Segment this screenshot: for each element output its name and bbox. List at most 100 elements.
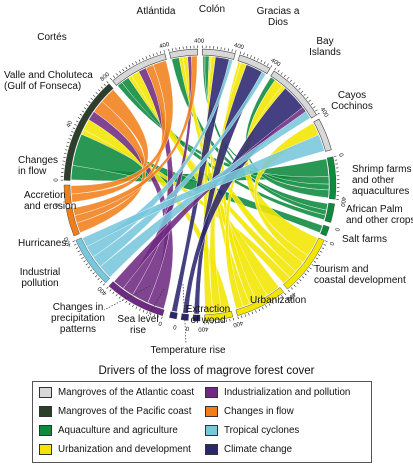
region-label-atlantida: Atlántida	[137, 6, 176, 17]
region-valle-tick	[88, 101, 91, 103]
legend-item: Mangroves of the Pacific coast	[39, 406, 191, 417]
region-valle-tick	[67, 141, 70, 144]
legend-label: Industrialization and pollution	[224, 387, 351, 398]
region-valle-tick-label: 40	[66, 120, 75, 129]
driver-tourism-tick	[293, 284, 296, 287]
ribbon-hurricanes-bay	[99, 111, 311, 278]
driver-urban-tick	[241, 315, 243, 319]
region-gracias-tick	[257, 58, 259, 61]
region-bay-tick	[292, 82, 295, 85]
driver-hurricanes-tick	[102, 283, 106, 286]
driver-label-hurricanes: Hurricanes	[18, 238, 66, 249]
driver-label-salt: Salt farms	[342, 234, 387, 245]
driver-urban-tick	[278, 297, 280, 300]
segment-labels: Valle and Choluteca (Gulf of Fonseca) Cort…	[4, 4, 413, 356]
legend-item: Aquaculture and agriculture	[39, 425, 178, 436]
driver-hurricanes-tick	[85, 263, 88, 266]
ribbon-hurricanes-cayos	[82, 134, 325, 247]
driver-urban-tick	[261, 306, 264, 310]
driver-label-industrial: Industrial pollution	[20, 267, 61, 289]
driver-industrial-tick	[115, 294, 118, 297]
legend-item: Urbanization and development	[39, 444, 191, 455]
region-cortes-tick	[113, 75, 116, 78]
driver-label-temp: Temperature rise	[150, 345, 225, 356]
region-bay-tick	[308, 99, 311, 102]
driver-salt-tick-label: 0	[333, 227, 340, 233]
driver-arc-shrimp	[326, 156, 337, 200]
driver-urban-tick	[268, 303, 271, 306]
region-gracias-tick-label: 40	[269, 58, 278, 67]
driver-industrial-tick	[112, 291, 115, 294]
ribbon-flow-cortes	[70, 60, 174, 195]
region-cortes-tick	[149, 54, 151, 58]
legend-label: Mangroves of the Pacific coast	[58, 406, 192, 417]
driver-tourism-tick	[296, 281, 299, 285]
region-label-cayos: Cayos Cochinos	[331, 90, 373, 112]
region-gracias-tick	[270, 65, 273, 68]
region-valle-tick	[64, 153, 67, 155]
region-label-gracias: Gracias a Dios	[257, 6, 300, 28]
driver-label-accretion: Accretion and erosion	[24, 190, 76, 212]
driver-tourism-tick	[325, 240, 328, 243]
driver-industrial-tick	[157, 315, 159, 319]
region-gracias-tick	[267, 63, 269, 66]
driver-industrial-tick	[142, 309, 145, 313]
driver-accretion-tick-label: 0	[63, 235, 70, 241]
region-bay-tick	[310, 103, 314, 105]
region-valle-tick	[90, 97, 93, 100]
driver-urban-tick-label: 0	[285, 295, 292, 302]
region-bay-tick	[280, 72, 283, 75]
driver-industrial-tick	[139, 308, 141, 311]
driver-temp-tick-label: 0	[198, 325, 202, 331]
driver-urban-tick	[244, 314, 247, 317]
region-bay-tick	[306, 96, 309, 99]
region-valle-tick	[72, 127, 76, 130]
driver-tourism-tick	[321, 247, 325, 250]
driver-industrial-tick	[132, 304, 134, 308]
legend-item: Changes in flow	[205, 406, 294, 417]
region-bay-tick	[277, 70, 280, 73]
region-valle-tick	[85, 104, 89, 107]
region-valle-tick	[68, 138, 71, 140]
region-bay-tick	[303, 93, 306, 96]
driver-industrial-tick	[146, 311, 148, 314]
driver-arc-accretion	[65, 207, 80, 237]
region-valle-tick	[64, 149, 68, 151]
driver-tourism-tick	[304, 273, 307, 276]
legend-swatch	[39, 406, 52, 417]
driver-hurricanes-tick	[83, 260, 86, 263]
ribbon-temp-gracias	[193, 64, 263, 315]
driver-urban-tick	[284, 292, 287, 296]
region-bay-tick-label: 0	[275, 61, 282, 68]
driver-hurricanes-tick	[75, 247, 79, 249]
region-atlantida-tick-label: 40	[194, 39, 201, 45]
region-cortes-tick	[145, 56, 148, 59]
driver-label-flow: Changes in flow	[18, 155, 58, 177]
legend-item: Industrialization and pollution	[205, 387, 350, 398]
driver-industrial-tick-label: 0	[157, 319, 162, 326]
driver-urban-tick	[265, 305, 267, 308]
driver-industrial-tick	[135, 306, 138, 310]
driver-hurricanes-tick-label: 0	[97, 284, 104, 291]
region-cortes-tick	[122, 68, 125, 72]
driver-tourism-tick	[315, 257, 319, 260]
region-gracias-tick	[246, 53, 249, 57]
driver-tourism-tick	[323, 243, 326, 246]
driver-tourism-tick	[299, 279, 302, 282]
region-gracias-tick	[239, 51, 242, 55]
region-label-cortes: Cortés	[37, 32, 66, 43]
region-cortes-tick	[116, 73, 119, 76]
driver-urban-tick	[271, 301, 274, 304]
ribbon-accretion-atlantida	[72, 55, 198, 216]
driver-label-shrimp: Shrimp farms and other aquacultures	[352, 164, 411, 197]
driver-hurricanes-tick	[77, 250, 80, 253]
driver-industrial-tick	[106, 286, 109, 289]
region-colon-tick	[235, 50, 237, 53]
region-gracias-tick	[250, 55, 252, 58]
region-label-bay: Bay Islands	[309, 36, 341, 58]
driver-industrial-tick	[125, 300, 128, 304]
region-arc-cortes	[112, 53, 167, 86]
driver-wood-tick-label: 40	[201, 325, 209, 331]
driver-shrimp-tick-label: 0	[337, 153, 344, 158]
